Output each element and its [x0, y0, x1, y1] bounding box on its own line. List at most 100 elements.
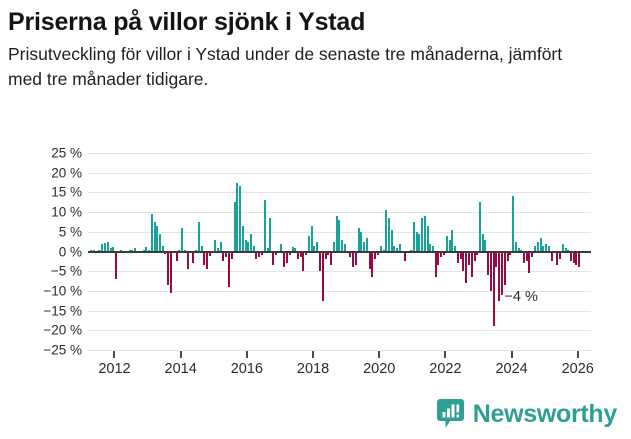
- gridline: [88, 153, 591, 154]
- bar: [393, 245, 396, 252]
- bar: [332, 241, 335, 252]
- bar: [244, 239, 247, 252]
- bar: [236, 182, 239, 252]
- bar-chart-speech-bubble-icon: [436, 399, 464, 429]
- bar: [385, 210, 388, 252]
- bar: [415, 231, 418, 252]
- bar: [360, 231, 363, 252]
- bar: [145, 247, 148, 252]
- bar: [396, 247, 399, 252]
- x-axis-tick: [378, 351, 381, 358]
- bar: [465, 251, 468, 284]
- bar: [327, 251, 330, 256]
- x-axis-tick: [510, 351, 513, 358]
- bar: [208, 251, 211, 257]
- bar: [569, 251, 572, 262]
- bar: [556, 251, 559, 266]
- bar: [114, 251, 117, 280]
- bar: [437, 251, 440, 266]
- bar: [517, 247, 520, 252]
- bar: [241, 225, 244, 252]
- bar: [280, 243, 283, 252]
- bar: [572, 251, 575, 264]
- bar: [404, 251, 407, 262]
- bar: [440, 251, 443, 258]
- gridline: [88, 212, 591, 214]
- gridline: [88, 330, 591, 332]
- bar: [558, 251, 561, 260]
- header: Priserna på villor sjönk i Ystad Prisutv…: [0, 0, 631, 92]
- bar-series: [88, 153, 591, 350]
- bar: [269, 218, 272, 252]
- bar: [291, 246, 294, 252]
- bar: [335, 216, 338, 252]
- bar: [506, 251, 509, 262]
- bar: [324, 251, 327, 260]
- bar: [159, 233, 162, 252]
- y-axis-tick-label: −10 %: [43, 283, 82, 299]
- bar: [302, 251, 305, 272]
- last-value-annotation: −4 %: [504, 289, 538, 306]
- x-axis-tick-label: 2014: [164, 361, 197, 377]
- bar: [247, 241, 250, 252]
- bar: [547, 245, 550, 252]
- bar: [338, 219, 341, 252]
- x-axis-tick-label: 2026: [561, 361, 594, 377]
- y-axis-tick-label: −20 %: [43, 322, 82, 338]
- bar: [203, 251, 206, 266]
- bar: [261, 251, 264, 255]
- x-axis-tick: [576, 351, 579, 358]
- bar: [511, 196, 514, 252]
- bar: [476, 251, 479, 256]
- bar: [550, 251, 553, 262]
- bar: [523, 251, 526, 264]
- page-title: Priserna på villor sjönk i Ystad: [8, 8, 366, 36]
- bar: [500, 251, 503, 295]
- bar: [217, 247, 220, 252]
- bar: [274, 251, 277, 256]
- bar: [531, 251, 534, 258]
- bar: [374, 251, 377, 260]
- y-axis-tick-label: −25 %: [43, 342, 82, 358]
- bar: [283, 251, 286, 268]
- bar: [200, 245, 203, 252]
- x-axis-tick: [113, 351, 116, 358]
- bar: [233, 202, 236, 252]
- bar: [271, 251, 274, 266]
- bar: [451, 229, 454, 252]
- bar: [362, 241, 365, 252]
- bar: [575, 251, 578, 266]
- bar: [484, 239, 487, 252]
- y-axis-tick-label: 5 %: [58, 224, 82, 240]
- bar: [285, 251, 288, 264]
- page-subtitle: Prisutveckling för villor i Ystad under …: [8, 44, 563, 89]
- y-axis-tick-label: −15 %: [43, 303, 82, 319]
- bar: [578, 251, 581, 268]
- bar: [153, 221, 156, 252]
- bar: [349, 251, 352, 258]
- bar: [109, 247, 112, 252]
- brand-footer[interactable]: Newsworthy: [436, 399, 617, 429]
- bar: [443, 251, 446, 256]
- bar: [255, 251, 258, 260]
- bar: [316, 241, 319, 252]
- x-axis-tick-label: 2016: [230, 361, 263, 377]
- bar: [250, 233, 253, 252]
- gridline: [88, 172, 591, 174]
- y-axis-tick-label: 0 %: [58, 244, 82, 259]
- gridline: [88, 271, 591, 273]
- bar: [503, 251, 506, 285]
- bar: [525, 251, 528, 262]
- x-axis-tick: [312, 351, 315, 358]
- bar: [453, 245, 456, 252]
- x-axis-tick-label: 2022: [429, 361, 462, 377]
- y-axis-tick-label: 20 %: [51, 165, 82, 181]
- bar: [263, 200, 266, 252]
- bar: [103, 242, 106, 252]
- bar: [227, 251, 230, 287]
- bar: [418, 233, 421, 252]
- bar: [167, 251, 170, 285]
- bar: [219, 241, 222, 252]
- bar: [308, 235, 311, 252]
